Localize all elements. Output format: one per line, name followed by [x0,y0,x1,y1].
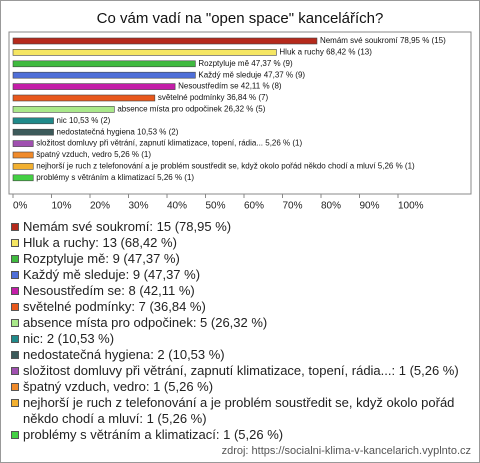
x-tick-label: 60% [244,201,264,212]
legend-swatch [11,255,19,263]
legend-swatch [11,223,19,231]
legend-item: složitost domluvy při větrání, zapnutí k… [11,363,469,379]
legend-label: špatný vzduch, vedro: 1 (5,26 %) [23,379,214,394]
x-tick-label: 0% [13,201,28,212]
bar-label: problémy s větráním a klimatizací 5,26 %… [36,173,194,182]
bar [12,128,54,136]
bar-label: Každý mě sleduje 47,37 % (9) [198,70,305,79]
legend-label: Nemám své soukromí: 15 (78,95 %) [23,219,232,234]
bar-label: Nesoustředím se 42,11 % (8) [178,82,282,91]
bar [12,174,34,182]
x-tick-label: 30% [129,201,149,212]
legend-swatch [11,399,19,407]
bar-label: Nemám své soukromí 78,95 % (15) [320,36,446,45]
legend-label: nic: 2 (10,53 %) [23,331,115,346]
legend-item: Nesoustředím se: 8 (42,11 %) [11,283,469,299]
legend-item: světelné podmínky: 7 (36,84 %) [11,299,469,315]
x-tick-label: 50% [206,201,226,212]
chart: Co vám vadí na "open space" kancelářích?… [8,10,472,212]
x-tick-label: 20% [90,201,110,212]
legend-label: nejhorší je ruch z telefonování a je pro… [23,395,455,426]
legend-label: světelné podmínky: 7 (36,84 %) [23,299,206,314]
bar-label: nejhorší je ruch z telefonování a je pro… [36,162,415,171]
bar [12,37,318,45]
legend-label: Nesoustředím se: 8 (42,11 %) [23,283,195,298]
legend-swatch [11,287,19,295]
legend-swatch [11,431,19,439]
legend-label: problémy s větráním a klimatizací: 1 (5,… [23,427,284,442]
legend-item: nic: 2 (10,53 %) [11,331,469,347]
legend-item: Rozptyluje mě: 9 (47,37 %) [11,251,469,267]
legend-swatch [11,303,19,311]
legend-item: absence místa pro odpočinek: 5 (26,32 %) [11,315,469,331]
legend-label: Rozptyluje mě: 9 (47,37 %) [23,251,180,266]
x-tick-label: 40% [167,201,187,212]
bar-label: špatný vzduch, vedro 5,26 % (1) [36,150,151,159]
bar [12,140,34,147]
source: zdroj: https://socialni-klima-v-kancelar… [221,445,471,457]
bar [12,151,34,159]
legend-item: nedostatečná hygiena: 2 (10,53 %) [11,347,469,363]
plot-frame [8,31,472,195]
legend-swatch [11,319,19,327]
legend-label: Hluk a ruchy: 13 (68,42 %) [23,235,177,250]
chart-title: Co vám vadí na "open space" kancelářích? [97,10,384,27]
legend-swatch [11,335,19,343]
bar [12,71,196,79]
legend-label: Každý mě sleduje: 9 (47,37 %) [23,267,201,282]
bar-label: Rozptyluje mě 47,37 % (9) [198,59,293,68]
legend-item: problémy s větráním a klimatizací: 1 (5,… [11,427,469,443]
legend-item: nejhorší je ruch z telefonování a je pro… [11,395,469,427]
bar [12,163,34,170]
legend-swatch [11,351,19,359]
legend-label: složitost domluvy při větrání, zapnutí k… [23,363,459,378]
bar-label: světelné podmínky 36,84 % (7) [158,93,269,102]
bar [12,49,277,56]
legend-item: Hluk a ruchy: 13 (68,42 %) [11,235,469,251]
legend: Nemám své soukromí: 15 (78,95 %) Hluk a r… [11,219,469,443]
legend-item: špatný vzduch, vedro: 1 (5,26 %) [11,379,469,395]
legend-swatch [11,383,19,391]
legend-swatch [11,239,19,247]
x-tick-label: 100% [398,201,424,212]
bar-label: nic 10,53 % (2) [57,116,111,125]
legend-label: nedostatečná hygiena: 2 (10,53 %) [23,347,225,362]
bar-label: absence místa pro odpočinek 26,32 % (5) [117,105,265,114]
x-tick-label: 70% [283,201,303,212]
bar-label: složitost domluvy při větrání, zapnutí k… [36,139,302,148]
bar [12,94,156,102]
legend-swatch [11,367,19,375]
legend-item: Každý mě sleduje: 9 (47,37 %) [11,267,469,283]
bar-label: nedostatečná hygiena 10,53 % (2) [57,127,179,136]
bar [12,60,196,68]
legend-label: absence místa pro odpočinek: 5 (26,32 %) [23,315,268,330]
legend-swatch [11,271,19,279]
bar [12,106,115,113]
bar [12,117,54,125]
x-tick-label: 10% [52,201,72,212]
x-tick-label: 80% [321,201,341,212]
bar-label: Hluk a ruchy 68,42 % (13) [279,48,372,57]
legend-item: Nemám své soukromí: 15 (78,95 %) [11,219,469,235]
bar [12,83,176,90]
x-tick-label: 90% [360,201,380,212]
